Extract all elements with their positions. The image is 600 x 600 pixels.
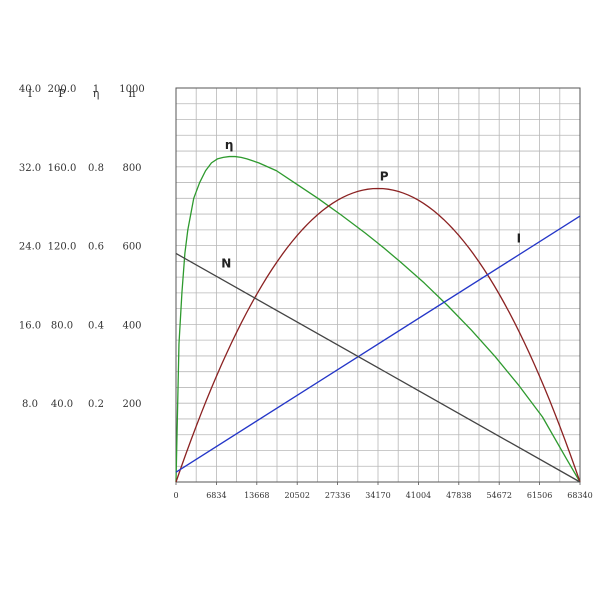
x-tick-label: 41004 <box>406 491 431 500</box>
y-tick-label: 0.4 <box>88 320 104 331</box>
y-tick-label: 120.0 <box>48 242 77 253</box>
x-tick-label: 6834 <box>206 491 226 500</box>
grid <box>175 87 581 483</box>
y-tick-label: 600 <box>122 242 141 253</box>
axis-header-2: η <box>93 87 100 100</box>
y-tick-label: 32.0 <box>19 163 41 174</box>
y-tick-label: 0.8 <box>88 163 104 174</box>
x-tick-label: 61506 <box>527 491 552 500</box>
x-tick-label: 13668 <box>244 491 269 500</box>
y-tick-label: 400 <box>122 320 141 331</box>
curve-label-η: η <box>225 138 234 152</box>
x-tick-label: 0 <box>173 491 178 500</box>
x-tick-label: 47838 <box>446 491 471 500</box>
y-tick-label: 0.6 <box>88 242 104 253</box>
y-tick-label: 40.0 <box>19 84 41 95</box>
y-tick-label: 40.0 <box>51 399 73 410</box>
y-tick-label: 24.0 <box>19 242 41 253</box>
axis-header-0: I <box>28 87 32 100</box>
series-line-N <box>175 252 581 483</box>
x-tick-label: 34170 <box>365 491 390 500</box>
y-tick-label: 80.0 <box>51 320 73 331</box>
y-tick-label: 1000 <box>119 84 144 95</box>
y-tick-label: 800 <box>122 163 141 174</box>
y-tick-label: 200 <box>122 399 141 410</box>
curve-label-P: P <box>380 170 389 184</box>
series-line-η <box>175 155 581 483</box>
curve-label-I: I <box>517 232 521 246</box>
curve-label-N: N <box>221 256 231 270</box>
series-layer <box>175 155 581 483</box>
axis-header-3: n <box>128 87 135 100</box>
axes: 0 6834 13668 20502 27336 34170 41004 47838 54672… <box>19 84 593 500</box>
x-tick-label: 68340 <box>567 491 592 500</box>
x-tick-label: 27336 <box>325 491 350 500</box>
y-tick-label: 1 <box>93 84 99 95</box>
series-line-P <box>175 187 581 483</box>
series-line-I <box>175 215 581 473</box>
x-tick-label: 20502 <box>284 491 309 500</box>
y-tick-label: 200.0 <box>48 84 77 95</box>
axis-header-1: P <box>58 87 66 100</box>
curve-labels: η N P I <box>221 138 521 270</box>
y-tick-label: 160.0 <box>48 163 77 174</box>
y-tick-label: 0.2 <box>88 399 104 410</box>
x-tick-label: 54672 <box>486 491 511 500</box>
y-tick-label: 8.0 <box>22 399 38 410</box>
y-tick-label: 16.0 <box>19 320 41 331</box>
